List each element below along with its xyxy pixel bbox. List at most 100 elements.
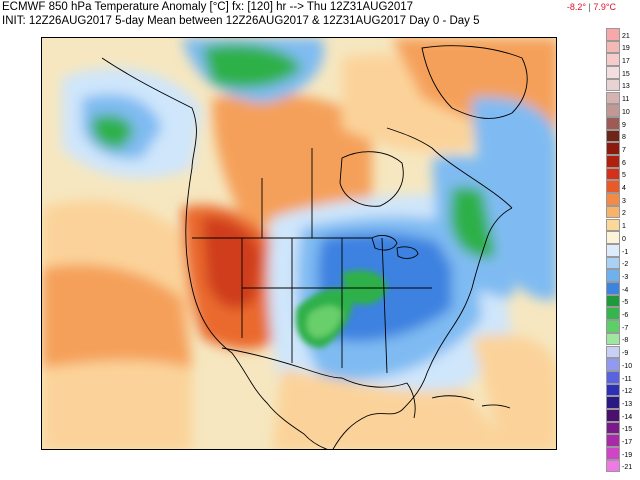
legend-swatch: [606, 396, 620, 409]
legend-entry: 13: [604, 78, 640, 92]
legend-swatch: [606, 116, 620, 130]
legend-entry: 10: [604, 104, 640, 117]
legend-entry: 17: [604, 53, 640, 67]
legend-label: -12: [622, 388, 633, 396]
legend-swatch: [606, 294, 620, 308]
legend-entry: 15: [604, 66, 640, 79]
legend-label: 17: [622, 58, 630, 66]
range-separator: |: [588, 2, 591, 12]
legend-label: 13: [622, 83, 630, 91]
legend-swatch: [606, 332, 620, 346]
legend-swatch: [606, 345, 620, 359]
legend-swatch: [606, 218, 620, 232]
legend-swatch: [606, 129, 620, 143]
legend-entry: -11: [604, 370, 640, 384]
legend-label: 7: [622, 146, 626, 154]
range-min: -8.2°: [566, 2, 586, 12]
legend-label: 2: [622, 210, 626, 218]
legend-entry: 0: [604, 231, 640, 244]
legend-entry: 6: [604, 155, 640, 168]
legend-label: 8: [622, 134, 626, 142]
legend-entry: -7: [604, 320, 640, 333]
legend-swatch: [606, 320, 620, 333]
legend-label: -4: [622, 286, 629, 294]
legend-label: 1: [622, 223, 626, 231]
legend-swatch: [606, 383, 620, 397]
legend-entry: -12: [604, 383, 640, 397]
legend-swatch: [606, 53, 620, 67]
legend-swatch: [606, 40, 620, 54]
legend-swatch: [606, 28, 620, 41]
weather-anomaly-map-icon: [42, 38, 556, 449]
legend-entry: 11: [604, 91, 640, 105]
legend-label: -9: [622, 350, 629, 358]
legend-entry: -3: [604, 269, 640, 282]
legend-swatch: [606, 243, 620, 257]
legend-swatch: [606, 91, 620, 105]
color-legend: 21 19 17 15 13 11 10 9 8 7 6 5 4 3 2 1 0 -1 -2 -3 -4 -5 -6 -7 -8…: [604, 28, 640, 478]
legend-entry: 3: [604, 193, 640, 206]
legend-label: 10: [622, 108, 630, 116]
legend-label: 6: [622, 159, 626, 167]
legend-entry: 8: [604, 129, 640, 143]
legend-label: -8: [622, 337, 629, 345]
legend-entry: 7: [604, 142, 640, 155]
legend-entry: -5: [604, 294, 640, 308]
legend-entry: 5: [604, 167, 640, 181]
legend-swatch: [606, 421, 620, 435]
legend-entry: -2: [604, 256, 640, 270]
legend-swatch: [606, 307, 620, 321]
legend-swatch: [606, 78, 620, 92]
legend-label: -5: [622, 299, 629, 307]
legend-swatch: [606, 104, 620, 117]
chart-subtitle: INIT: 12Z26AUG2017 5-day Mean between 12…: [2, 15, 480, 27]
legend-entry: -4: [604, 282, 640, 295]
legend-swatch: [606, 66, 620, 79]
legend-entry: 2: [604, 205, 640, 219]
legend-entry: -8: [604, 332, 640, 346]
legend-swatch: [606, 370, 620, 384]
legend-swatch: [606, 447, 620, 460]
legend-swatch: [606, 256, 620, 270]
legend-entry: 4: [604, 180, 640, 194]
legend-label: -19: [622, 451, 633, 459]
legend-entry: -17: [604, 434, 640, 448]
legend-label: -15: [622, 426, 633, 434]
legend-entry: 9: [604, 116, 640, 130]
legend-swatch: [606, 282, 620, 295]
legend-swatch: [606, 409, 620, 422]
legend-entry: -9: [604, 345, 640, 359]
legend-label: -14: [622, 413, 633, 421]
legend-label: 4: [622, 185, 626, 193]
legend-swatch: [606, 231, 620, 244]
legend-label: 15: [622, 70, 630, 78]
legend-label: -21: [622, 464, 633, 472]
legend-label: -13: [622, 400, 633, 408]
value-range: -8.2° | 7.9°C: [567, 2, 616, 12]
anomaly-map: [41, 37, 557, 450]
legend-swatch: [606, 167, 620, 181]
legend-label: -10: [622, 362, 633, 370]
legend-entry: -6: [604, 307, 640, 321]
legend-label: 5: [622, 172, 626, 180]
legend-entry: -13: [604, 396, 640, 409]
legend-entry: -19: [604, 447, 640, 460]
range-max: 7.9°C: [593, 2, 616, 12]
legend-label: -3: [622, 273, 629, 281]
legend-label: -1: [622, 248, 629, 256]
legend-label: -2: [622, 261, 629, 269]
legend-swatch: [606, 142, 620, 155]
legend-label: 9: [622, 121, 626, 129]
legend-label: 11: [622, 96, 630, 104]
legend-entry: 1: [604, 218, 640, 232]
legend-label: -11: [622, 375, 632, 383]
legend-entry: -21: [604, 459, 640, 473]
legend-swatch: [606, 193, 620, 206]
legend-entry: -14: [604, 409, 640, 422]
legend-entry: -1: [604, 243, 640, 257]
legend-swatch: [606, 155, 620, 168]
legend-swatch: [606, 205, 620, 219]
legend-swatch: [606, 434, 620, 448]
legend-swatch: [606, 358, 620, 371]
legend-swatch: [606, 459, 620, 473]
